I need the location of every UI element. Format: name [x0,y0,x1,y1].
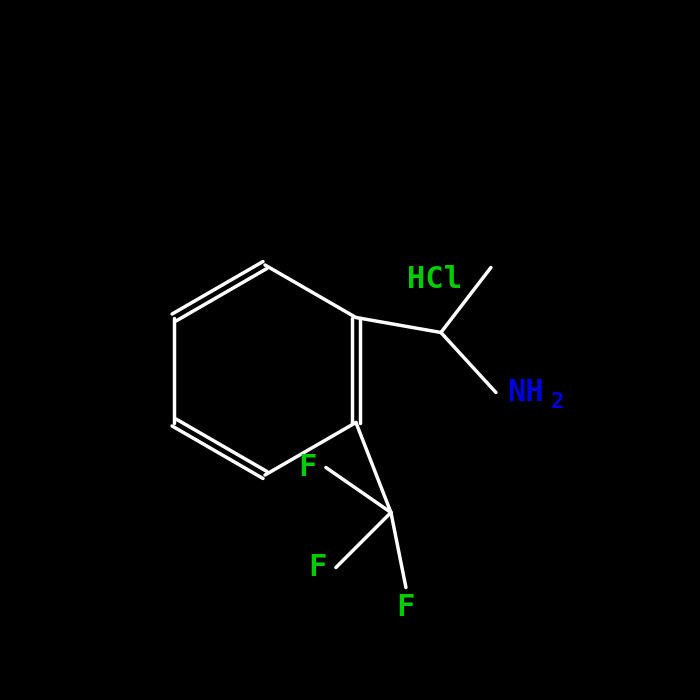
Text: NH: NH [508,378,545,407]
Text: F: F [397,593,415,622]
Text: 2: 2 [551,393,565,412]
Text: HCl: HCl [407,265,463,295]
Text: F: F [309,553,327,582]
Text: F: F [299,453,317,482]
